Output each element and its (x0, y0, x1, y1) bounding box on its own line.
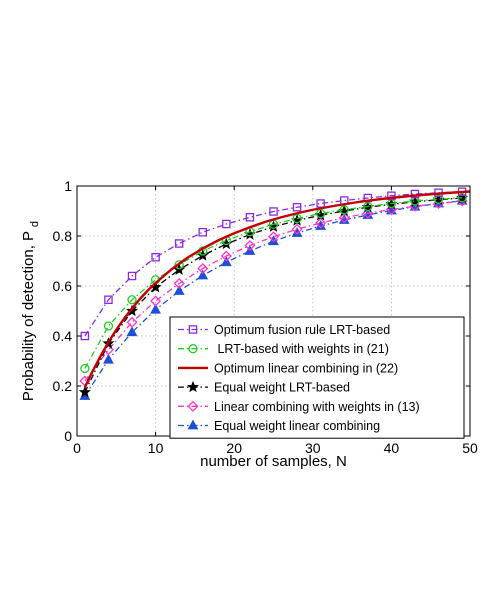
y-axis-label: Probability of detection, P d (20, 221, 41, 401)
x-tick-label: 30 (305, 440, 321, 456)
legend-label: Equal weight LRT-based (214, 381, 350, 395)
y-tick-label: 0.4 (53, 328, 73, 344)
data-point (220, 250, 232, 262)
x-tick-label: 40 (384, 440, 400, 456)
data-point (127, 295, 137, 305)
legend-entry: Optimum fusion rule LRT-based (178, 323, 390, 337)
series-line (84, 197, 463, 369)
data-point (220, 256, 232, 267)
data-point (433, 194, 444, 204)
data-point (150, 295, 162, 307)
data-point (292, 202, 302, 212)
legend-label: Optimum linear combining in (22) (214, 361, 398, 375)
legend: Optimum fusion rule LRT-based LRT-based … (169, 316, 465, 439)
data-point (269, 207, 278, 216)
y-axis-label-main: Probability of detection, P (20, 231, 37, 401)
ticks: 0 10 20 30 40 50 0 0.2 0.4 0.6 0.8 1 (53, 178, 478, 456)
data-point (103, 353, 114, 364)
series-line (84, 191, 463, 337)
legend-entry: Equal weight linear combining (178, 419, 380, 433)
data-point (198, 227, 208, 237)
y-tick-label: 0.2 (53, 378, 73, 394)
data-point (78, 385, 91, 398)
data-point (104, 295, 113, 304)
data-point (410, 189, 420, 199)
legend-label: Equal weight linear combining (214, 419, 380, 433)
data-point (338, 212, 350, 224)
data-point (173, 285, 185, 295)
y-tick-label: 0.6 (53, 278, 73, 294)
legend-marker (188, 325, 198, 334)
legend-entry: Equal weight LRT-based (178, 381, 350, 395)
data-point (174, 239, 184, 248)
data-point (197, 269, 209, 280)
x-tick-label: 0 (73, 440, 81, 456)
data-point (126, 316, 138, 328)
x-tick-label: 20 (226, 440, 242, 456)
data-point (80, 331, 90, 341)
series-2 (83, 190, 471, 388)
series-layer (78, 187, 471, 400)
data-point (457, 193, 467, 203)
data-point (126, 326, 138, 337)
legend-box (169, 316, 465, 439)
data-point (315, 217, 327, 229)
legend-entry: LRT-based with weights in (21) (178, 342, 389, 356)
legend-marker (187, 419, 199, 430)
legend-marker (187, 380, 199, 393)
x-tick-label: 10 (148, 440, 164, 456)
data-point (127, 271, 137, 281)
data-point (316, 199, 325, 208)
data-point (387, 191, 396, 200)
data-point (150, 303, 162, 314)
y-axis-label-subscript: d (29, 221, 41, 227)
x-tick-label: 50 (462, 440, 478, 456)
data-point (151, 252, 160, 262)
legend-entry: Optimum linear combining in (22) (178, 361, 398, 375)
data-point (222, 219, 231, 229)
data-point (173, 277, 185, 290)
legend-label: LRT-based with weights in (21) (214, 342, 389, 356)
data-point (267, 231, 280, 243)
data-point (244, 239, 256, 252)
data-point (197, 262, 209, 275)
y-tick-label: 0.8 (53, 228, 73, 244)
data-point (103, 321, 114, 331)
y-tick-label: 1 (64, 178, 72, 194)
data-point (363, 201, 373, 212)
series-line (83, 190, 471, 388)
data-point (174, 260, 184, 270)
data-point (245, 212, 255, 222)
data-point (292, 213, 302, 224)
legend-label: Optimum fusion rule LRT-based (214, 323, 390, 337)
data-point (339, 205, 349, 215)
legend-entry: Linear combining with weights in (13) (178, 400, 420, 414)
legend-marker (187, 400, 199, 412)
legend-marker (188, 344, 198, 354)
data-point (291, 223, 303, 235)
series-line (84, 200, 463, 397)
legend-label: Linear combining with weights in (13) (214, 400, 420, 414)
data-point (80, 363, 90, 374)
x-axis-label: number of samples, N (200, 453, 347, 470)
series-line (84, 200, 463, 382)
y-tick-label: 0 (64, 428, 72, 444)
